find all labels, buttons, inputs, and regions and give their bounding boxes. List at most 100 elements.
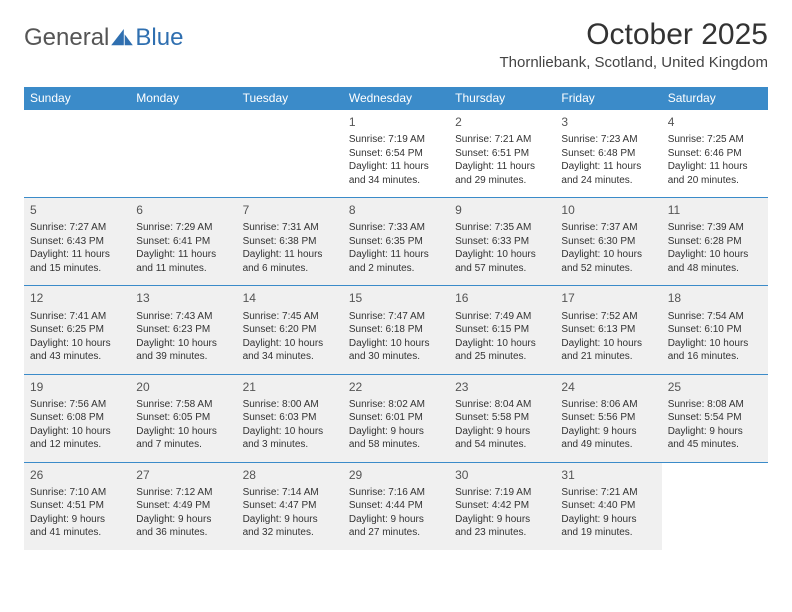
calendar-day-cell: 16Sunrise: 7:49 AMSunset: 6:15 PMDayligh… (449, 286, 555, 374)
day-number: 28 (243, 467, 337, 483)
daylight-line: Daylight: 9 hours and 23 minutes. (455, 513, 549, 540)
calendar-day-cell: 15Sunrise: 7:47 AMSunset: 6:18 PMDayligh… (343, 286, 449, 374)
day-header: Friday (555, 87, 661, 110)
day-number: 22 (349, 379, 443, 395)
sunrise-line: Sunrise: 7:54 AM (668, 310, 762, 324)
calendar-day-cell (237, 110, 343, 198)
calendar-day-cell: 11Sunrise: 7:39 AMSunset: 6:28 PMDayligh… (662, 198, 768, 286)
day-number: 5 (30, 202, 124, 218)
daylight-line: Daylight: 9 hours and 54 minutes. (455, 425, 549, 452)
calendar-week-row: 1Sunrise: 7:19 AMSunset: 6:54 PMDaylight… (24, 110, 768, 198)
sunset-line: Sunset: 6:20 PM (243, 323, 337, 337)
day-number: 12 (30, 290, 124, 306)
calendar-day-cell: 23Sunrise: 8:04 AMSunset: 5:58 PMDayligh… (449, 374, 555, 462)
sunrise-line: Sunrise: 7:19 AM (455, 486, 549, 500)
day-number: 9 (455, 202, 549, 218)
sunrise-line: Sunrise: 7:31 AM (243, 221, 337, 235)
daylight-line: Daylight: 10 hours and 25 minutes. (455, 337, 549, 364)
calendar-day-cell: 24Sunrise: 8:06 AMSunset: 5:56 PMDayligh… (555, 374, 661, 462)
sunrise-line: Sunrise: 7:19 AM (349, 133, 443, 147)
day-number: 26 (30, 467, 124, 483)
calendar-day-cell (24, 110, 130, 198)
day-number: 14 (243, 290, 337, 306)
sunrise-line: Sunrise: 8:06 AM (561, 398, 655, 412)
sunset-line: Sunset: 6:10 PM (668, 323, 762, 337)
sunset-line: Sunset: 6:33 PM (455, 235, 549, 249)
calendar-day-cell: 28Sunrise: 7:14 AMSunset: 4:47 PMDayligh… (237, 462, 343, 550)
sunset-line: Sunset: 6:28 PM (668, 235, 762, 249)
logo-text-2: Blue (135, 24, 183, 52)
sunrise-line: Sunrise: 7:35 AM (455, 221, 549, 235)
daylight-line: Daylight: 10 hours and 7 minutes. (136, 425, 230, 452)
sunrise-line: Sunrise: 7:49 AM (455, 310, 549, 324)
day-header: Wednesday (343, 87, 449, 110)
daylight-line: Daylight: 11 hours and 2 minutes. (349, 248, 443, 275)
day-number: 30 (455, 467, 549, 483)
calendar-day-cell: 10Sunrise: 7:37 AMSunset: 6:30 PMDayligh… (555, 198, 661, 286)
sunrise-line: Sunrise: 7:23 AM (561, 133, 655, 147)
daylight-line: Daylight: 11 hours and 15 minutes. (30, 248, 124, 275)
sunset-line: Sunset: 6:35 PM (349, 235, 443, 249)
day-header: Thursday (449, 87, 555, 110)
calendar-day-cell: 12Sunrise: 7:41 AMSunset: 6:25 PMDayligh… (24, 286, 130, 374)
daylight-line: Daylight: 11 hours and 20 minutes. (668, 160, 762, 187)
sunset-line: Sunset: 4:44 PM (349, 499, 443, 513)
sunset-line: Sunset: 6:48 PM (561, 147, 655, 161)
day-number: 31 (561, 467, 655, 483)
daylight-line: Daylight: 9 hours and 41 minutes. (30, 513, 124, 540)
daylight-line: Daylight: 10 hours and 21 minutes. (561, 337, 655, 364)
daylight-line: Daylight: 10 hours and 48 minutes. (668, 248, 762, 275)
daylight-line: Daylight: 10 hours and 3 minutes. (243, 425, 337, 452)
sunset-line: Sunset: 6:01 PM (349, 411, 443, 425)
header: General Blue October 2025 Thornliebank, … (24, 18, 768, 77)
day-number: 27 (136, 467, 230, 483)
sunrise-line: Sunrise: 8:00 AM (243, 398, 337, 412)
logo-sail-icon (111, 29, 133, 47)
day-header: Saturday (662, 87, 768, 110)
sunset-line: Sunset: 6:18 PM (349, 323, 443, 337)
day-header-row: Sunday Monday Tuesday Wednesday Thursday… (24, 87, 768, 110)
calendar-day-cell: 29Sunrise: 7:16 AMSunset: 4:44 PMDayligh… (343, 462, 449, 550)
daylight-line: Daylight: 9 hours and 19 minutes. (561, 513, 655, 540)
day-number: 16 (455, 290, 549, 306)
day-header: Monday (130, 87, 236, 110)
sunrise-line: Sunrise: 7:21 AM (561, 486, 655, 500)
sunset-line: Sunset: 5:56 PM (561, 411, 655, 425)
calendar-day-cell: 21Sunrise: 8:00 AMSunset: 6:03 PMDayligh… (237, 374, 343, 462)
daylight-line: Daylight: 10 hours and 39 minutes. (136, 337, 230, 364)
sunset-line: Sunset: 6:43 PM (30, 235, 124, 249)
day-header: Sunday (24, 87, 130, 110)
sunset-line: Sunset: 6:23 PM (136, 323, 230, 337)
calendar-day-cell: 27Sunrise: 7:12 AMSunset: 4:49 PMDayligh… (130, 462, 236, 550)
day-number: 24 (561, 379, 655, 395)
sunrise-line: Sunrise: 7:58 AM (136, 398, 230, 412)
daylight-line: Daylight: 11 hours and 6 minutes. (243, 248, 337, 275)
daylight-line: Daylight: 9 hours and 36 minutes. (136, 513, 230, 540)
calendar-day-cell (662, 462, 768, 550)
sunrise-line: Sunrise: 8:08 AM (668, 398, 762, 412)
calendar-day-cell: 14Sunrise: 7:45 AMSunset: 6:20 PMDayligh… (237, 286, 343, 374)
sunset-line: Sunset: 6:08 PM (30, 411, 124, 425)
calendar-day-cell: 17Sunrise: 7:52 AMSunset: 6:13 PMDayligh… (555, 286, 661, 374)
day-number: 19 (30, 379, 124, 395)
calendar-day-cell: 30Sunrise: 7:19 AMSunset: 4:42 PMDayligh… (449, 462, 555, 550)
calendar-week-row: 12Sunrise: 7:41 AMSunset: 6:25 PMDayligh… (24, 286, 768, 374)
calendar-day-cell: 25Sunrise: 8:08 AMSunset: 5:54 PMDayligh… (662, 374, 768, 462)
sunset-line: Sunset: 6:41 PM (136, 235, 230, 249)
month-title: October 2025 (500, 18, 769, 52)
sunset-line: Sunset: 6:25 PM (30, 323, 124, 337)
day-number: 25 (668, 379, 762, 395)
calendar-day-cell: 3Sunrise: 7:23 AMSunset: 6:48 PMDaylight… (555, 110, 661, 198)
daylight-line: Daylight: 9 hours and 32 minutes. (243, 513, 337, 540)
calendar-day-cell: 20Sunrise: 7:58 AMSunset: 6:05 PMDayligh… (130, 374, 236, 462)
day-number: 2 (455, 114, 549, 130)
daylight-line: Daylight: 10 hours and 16 minutes. (668, 337, 762, 364)
calendar-week-row: 19Sunrise: 7:56 AMSunset: 6:08 PMDayligh… (24, 374, 768, 462)
sunset-line: Sunset: 5:54 PM (668, 411, 762, 425)
sunset-line: Sunset: 4:49 PM (136, 499, 230, 513)
day-number: 7 (243, 202, 337, 218)
daylight-line: Daylight: 10 hours and 30 minutes. (349, 337, 443, 364)
sunrise-line: Sunrise: 7:16 AM (349, 486, 443, 500)
sunset-line: Sunset: 6:46 PM (668, 147, 762, 161)
sunset-line: Sunset: 6:30 PM (561, 235, 655, 249)
